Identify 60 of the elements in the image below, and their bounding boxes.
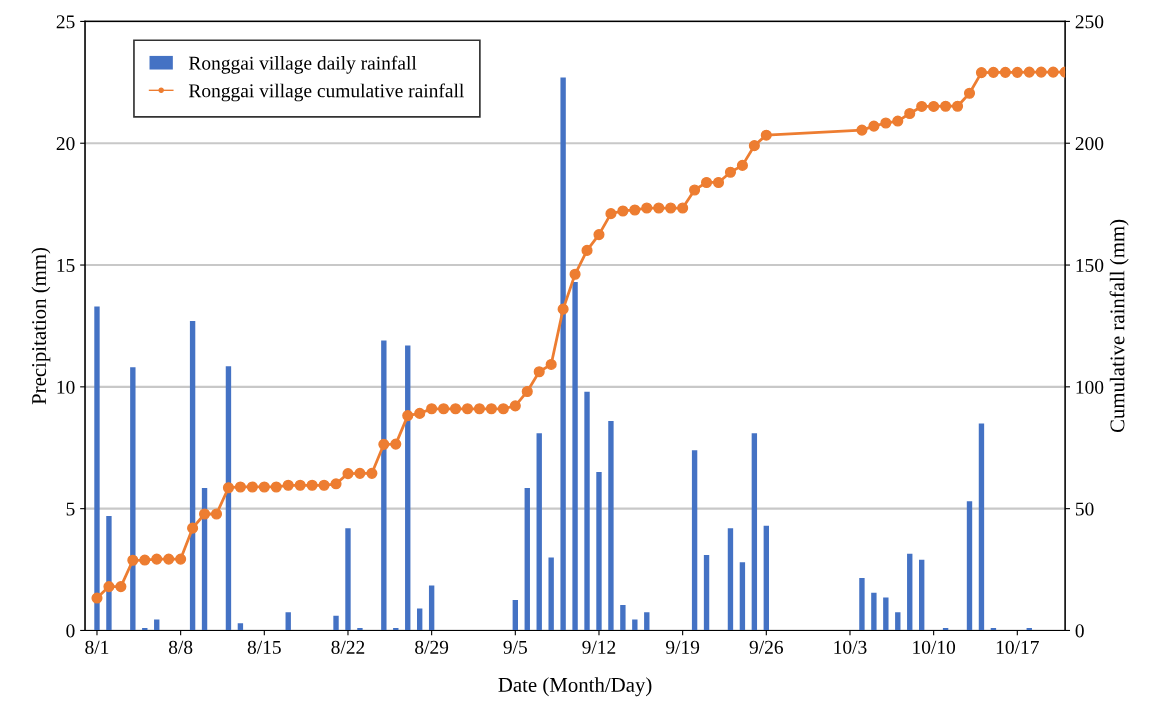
y2-tick-label: 250: [1075, 15, 1104, 29]
bar: [644, 612, 650, 631]
bar: [727, 528, 734, 631]
bar: [584, 391, 590, 631]
bar: [285, 612, 291, 631]
y2-tick-label: 50: [1075, 502, 1094, 516]
y-tick-label: 10: [57, 380, 75, 394]
y2-tick-label: 0: [1075, 624, 1084, 638]
bar: [978, 423, 985, 631]
bar: [919, 559, 925, 631]
x-tick-label: 10/3: [834, 640, 867, 654]
x-tick-label: 9/26: [749, 640, 784, 654]
x-tick-label: 8/1: [85, 640, 109, 654]
x-tick-label: 8/22: [331, 640, 365, 654]
bar: [357, 628, 363, 631]
bar: [739, 562, 746, 631]
bar: [536, 433, 542, 631]
y-tick-label: 25: [56, 15, 75, 29]
bar: [691, 450, 698, 631]
bar: [871, 592, 877, 631]
y-tick-label: 20: [56, 137, 75, 151]
bar: [859, 578, 865, 631]
y2-tick-label: 100: [1076, 380, 1104, 394]
x-tick-label: 9/5: [503, 640, 527, 654]
y2-tick-label: 150: [1076, 258, 1104, 272]
bar: [237, 623, 244, 631]
bar: [345, 528, 351, 631]
bar: [883, 597, 889, 631]
bar: [751, 433, 758, 631]
x-tick-label: 8/29: [415, 640, 449, 654]
bar: [608, 420, 614, 631]
x-tick-label: 10/10: [913, 640, 956, 654]
x-tick-label: 8/8: [168, 640, 193, 654]
y-tick-label: 5: [66, 502, 75, 516]
legend-label: Ronggai village cumulative rainfall: [188, 83, 464, 102]
legend-label: Ronggai village daily rainfall: [188, 55, 417, 74]
x-tick-label: 9/19: [665, 640, 700, 654]
y-axis-title: Precipitation (mm): [31, 247, 51, 405]
y2-tick-label: 200: [1075, 137, 1104, 151]
x-tick-label: 8/15: [247, 640, 281, 654]
bar: [512, 600, 518, 631]
bar: [763, 525, 769, 631]
x-tick-label: 10/17: [996, 640, 1039, 654]
x-tick-label: 9/12: [582, 640, 616, 654]
bar: [620, 604, 626, 631]
bar: [895, 612, 901, 631]
bar: [428, 585, 435, 631]
bar: [596, 472, 602, 631]
bar: [907, 553, 913, 631]
bar: [548, 557, 554, 631]
bar: [333, 615, 339, 631]
y2-axis-title: Cumulative rainfall (mm): [1109, 219, 1129, 433]
bar: [966, 501, 973, 631]
x-axis-title: Date (Month/Day): [498, 677, 652, 697]
bar: [154, 619, 160, 631]
y-tick-label: 0: [66, 624, 75, 638]
bar: [703, 554, 710, 631]
bar: [632, 619, 638, 631]
bar: [524, 487, 530, 631]
y-tick-label: 15: [57, 258, 75, 272]
